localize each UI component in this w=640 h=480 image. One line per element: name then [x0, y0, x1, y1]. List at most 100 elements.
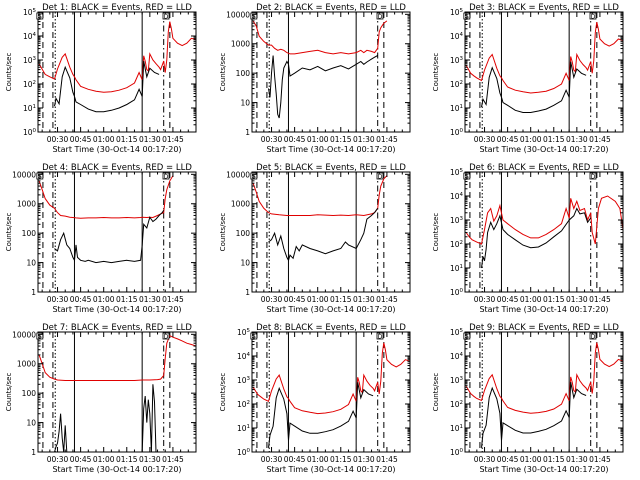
x-tick-label: 01:30	[353, 455, 375, 464]
plot-area	[465, 332, 623, 452]
detector-panel-3: Det 3: BLACK = Events, RED = LLDSD00:300…	[432, 3, 624, 154]
x-tick-label: 01:00	[307, 295, 329, 304]
y-tick-label: 104	[237, 352, 251, 361]
x-tick-label: 00:45	[497, 295, 519, 304]
x-tick-label: 00:45	[284, 135, 306, 144]
y-tick-label: 105	[450, 328, 464, 337]
panel-title: Det 6: BLACK = Events, RED = LLD	[469, 163, 619, 173]
x-tick-label: 00:30	[261, 295, 283, 304]
y-tick-exp: 2	[33, 80, 37, 86]
x-tick-label: 01:30	[566, 135, 588, 144]
y-tick-exp: 3	[460, 216, 464, 222]
x-tick-label: 01:15	[543, 135, 565, 144]
y-tick-base: 10	[450, 240, 460, 249]
x-tick-label: 01:45	[376, 135, 398, 144]
plot-area	[38, 172, 174, 292]
x-tick-label: 01:00	[307, 455, 329, 464]
x-tick-label: 01:30	[353, 295, 375, 304]
marker-label: D	[591, 174, 596, 181]
y-tick-label: 103	[237, 376, 251, 385]
panel-title: Det 5: BLACK = Events, RED = LLD	[256, 163, 406, 173]
y-axis-label: Counts/sec	[5, 373, 13, 412]
black-series-line	[268, 208, 379, 262]
y-tick-label: 100	[22, 229, 37, 238]
red-series-line	[252, 342, 410, 415]
red-series-line	[465, 342, 623, 414]
y-tick-label: 104	[450, 352, 464, 361]
detector-panel-8: Det 8: BLACK = Events, RED = LLDSD00:300…	[219, 323, 411, 474]
y-tick-base: 10	[23, 104, 33, 113]
y-tick-base: 10	[237, 400, 247, 409]
x-tick-label: 01:15	[116, 295, 138, 304]
x-tick-label: 00:45	[70, 295, 92, 304]
y-tick-exp: 5	[460, 168, 464, 174]
y-tick-base: 10	[450, 32, 460, 41]
axes-frame	[37, 331, 197, 453]
x-tick-label: 01:00	[93, 295, 115, 304]
y-tick-exp: 3	[33, 56, 37, 62]
marker-box	[376, 12, 384, 20]
y-tick-label: 10	[240, 99, 250, 108]
x-tick-label: 01:15	[330, 135, 352, 144]
y-tick-exp: 0	[460, 288, 464, 294]
y-tick-base: 10	[450, 128, 460, 137]
y-axis-label: Counts/sec	[5, 213, 13, 252]
marker-label: D	[591, 334, 596, 341]
detector-panel-1: Det 1: BLACK = Events, RED = LLDSD00:300…	[5, 3, 197, 154]
y-tick-label: 10000	[12, 170, 36, 179]
y-tick-label: 105	[23, 8, 37, 17]
x-tick-label: 01:45	[162, 135, 184, 144]
y-tick-base: 10	[450, 328, 460, 337]
x-tick-label: 01:30	[353, 135, 375, 144]
x-tick-label: 00:45	[70, 135, 92, 144]
y-tick-label: 105	[237, 328, 251, 337]
x-tick-label: 01:00	[307, 135, 329, 144]
x-tick-label: 01:45	[589, 455, 611, 464]
black-series-line	[481, 207, 592, 269]
x-axis-label: Start Time (30-Oct-14 00:17:20)	[266, 305, 395, 314]
x-axis-label: Start Time (30-Oct-14 00:17:20)	[479, 465, 608, 474]
y-tick-exp: 2	[460, 240, 464, 246]
x-tick-label: 00:30	[47, 295, 69, 304]
y-tick-exp: 0	[460, 128, 464, 134]
y-tick-exp: 3	[460, 376, 464, 382]
y-axis-label: Counts/sec	[219, 373, 227, 412]
x-tick-label: 01:45	[162, 295, 184, 304]
marker-box	[162, 172, 170, 180]
y-tick-label: 1000	[17, 200, 36, 209]
y-tick-exp: 3	[460, 56, 464, 62]
marker-label: D	[378, 174, 383, 181]
axes-frame	[37, 171, 197, 293]
plot-area	[465, 172, 623, 292]
y-axis-label: Counts/sec	[432, 373, 440, 412]
black-series-line	[268, 55, 378, 119]
marker-label: D	[591, 14, 596, 21]
x-tick-label: 00:45	[284, 295, 306, 304]
marker-box	[162, 12, 170, 20]
y-tick-label: 101	[450, 264, 463, 273]
y-tick-base: 10	[237, 376, 247, 385]
detector-panel-6: Det 6: BLACK = Events, RED = LLDSD00:300…	[432, 163, 624, 314]
y-tick-exp: 4	[33, 32, 37, 38]
y-tick-exp: 4	[460, 32, 464, 38]
red-series-line	[38, 175, 174, 219]
marker-label: D	[164, 174, 169, 181]
axes-frame	[37, 11, 197, 133]
red-series-line	[38, 21, 196, 93]
y-tick-label: 1	[245, 128, 250, 137]
y-tick-label: 10	[240, 259, 250, 268]
x-tick-label: 01:30	[139, 455, 161, 464]
x-tick-label: 01:45	[162, 455, 184, 464]
y-axis-label: Counts/sec	[432, 213, 440, 252]
y-tick-base: 10	[237, 424, 247, 433]
y-tick-exp: 0	[33, 128, 37, 134]
y-tick-base: 10	[450, 448, 460, 457]
panel-title: Det 8: BLACK = Events, RED = LLD	[256, 323, 406, 333]
detector-panel-9: Det 9: BLACK = Events, RED = LLDSD00:300…	[432, 323, 624, 474]
y-tick-exp: 2	[460, 80, 464, 86]
y-tick-label: 10000	[12, 330, 36, 339]
y-tick-label: 10000	[226, 10, 250, 19]
y-tick-base: 10	[450, 376, 460, 385]
x-tick-label: 01:30	[566, 455, 588, 464]
